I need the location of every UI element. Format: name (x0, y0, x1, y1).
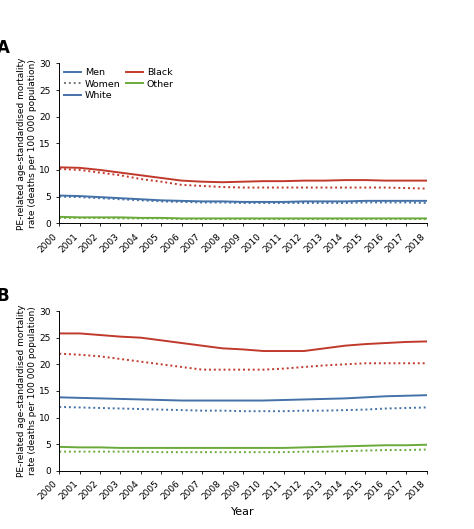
Legend: Men, Women, White, Black, Other: Men, Women, White, Black, Other (64, 68, 174, 100)
Text: A: A (0, 39, 9, 57)
Y-axis label: PE-related age-standardised mortality
rate (deaths per 100 000 population): PE-related age-standardised mortality ra… (17, 57, 36, 230)
Y-axis label: PE-related age-standardised mortality
rate (deaths per 100 000 population): PE-related age-standardised mortality ra… (17, 305, 36, 477)
Text: B: B (0, 287, 9, 305)
X-axis label: Year: Year (231, 507, 255, 517)
